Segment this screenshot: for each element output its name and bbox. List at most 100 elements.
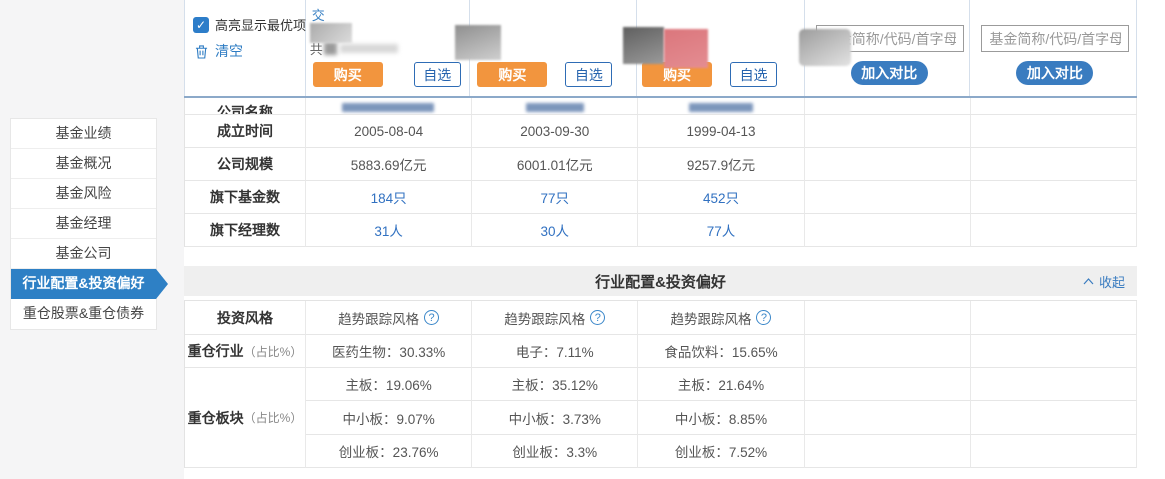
sidebar-item-fund-overview[interactable]: 基金概况: [11, 149, 156, 179]
buy-button[interactable]: 购买: [312, 62, 383, 87]
company-cell: [805, 98, 971, 114]
fund-count-link[interactable]: 77只: [472, 181, 639, 214]
row-label: 成立时间: [185, 115, 306, 148]
row-label: 投资风格: [185, 301, 306, 335]
board-cell: 创业板：7.52%: [638, 435, 805, 468]
board-cell: 中小板：3.73%: [472, 401, 639, 435]
sidebar-item-fund-manager[interactable]: 基金经理: [11, 209, 156, 239]
fund-slot-4: 加入对比: [798, 0, 971, 96]
clear-all-label: 清空: [215, 43, 243, 59]
board-cell: 主板：21.64%: [638, 368, 805, 401]
label-main: 重仓板块: [187, 409, 244, 426]
fund1-name-link[interactable]: 交: [311, 8, 325, 23]
table-cell: [970, 214, 1137, 247]
checkbox-checked-icon[interactable]: ✓: [193, 16, 209, 33]
censored-block: [309, 23, 352, 43]
watchlist-button[interactable]: 自选: [730, 62, 778, 87]
style-value: 趋势跟踪风格: [338, 311, 420, 327]
clear-all-button[interactable]: 清空: [195, 41, 243, 61]
row-label-cell: 公司名称: [185, 98, 306, 114]
manager-count-link[interactable]: 31人: [306, 214, 473, 247]
watchlist-button[interactable]: 自选: [565, 62, 613, 87]
table-cell: [804, 401, 971, 435]
company-name-link[interactable]: [525, 103, 584, 112]
censored-text: [339, 44, 398, 53]
table-cell: [970, 401, 1137, 435]
sidebar-item-fund-company[interactable]: 基金公司: [11, 239, 156, 269]
table-cell: [804, 301, 971, 335]
help-icon[interactable]: ?: [756, 310, 772, 325]
company-cell: [472, 98, 639, 114]
top-industry-cell: 电子：7.11%: [472, 335, 639, 368]
top-industry-cell: 食品饮料：15.65%: [638, 335, 805, 368]
investment-style-cell: 趋势跟踪风格 ?: [306, 301, 473, 335]
table-cell: 6001.01亿元: [472, 148, 639, 181]
board-cell: 中小板：8.85%: [638, 401, 805, 435]
board-cell: 主板：19.06%: [306, 368, 473, 401]
label-main: 重仓行业: [187, 343, 244, 359]
manager-count-link[interactable]: 30人: [472, 214, 639, 247]
trash-icon: [195, 44, 208, 59]
company-cell: [306, 98, 473, 114]
fund-count-link[interactable]: 184只: [306, 181, 473, 214]
header-options-column: ✓ 高亮显示最优项 清空: [185, 0, 306, 96]
highlight-best-label: 高亮显示最优项: [215, 18, 307, 33]
table-cell: [970, 335, 1137, 368]
row-label-merged: 重仓板块 （占比%）: [185, 368, 306, 468]
row-label: 重仓行业 （占比%）: [185, 335, 306, 368]
fund-count-link[interactable]: 452只: [638, 181, 805, 214]
fund-search-input[interactable]: [981, 25, 1130, 52]
highlight-best-checkbox-row[interactable]: ✓ 高亮显示最优项: [193, 15, 306, 34]
table-cell: 2005-08-04: [306, 115, 473, 148]
board-cell: 创业板：23.76%: [306, 435, 473, 468]
help-icon[interactable]: ?: [424, 310, 440, 325]
sidebar-item-industry-allocation[interactable]: 行业配置&投资偏好: [11, 269, 168, 299]
table-cell: [804, 214, 971, 247]
sidebar-item-fund-performance[interactable]: 基金业绩: [11, 119, 156, 149]
censored-block: [455, 25, 502, 60]
table-cell: [970, 368, 1137, 401]
company-cell: [638, 98, 805, 114]
board-cell: 中小板：9.07%: [306, 401, 473, 435]
table-cell: [970, 435, 1137, 468]
table-cell: [804, 368, 971, 401]
table-top-border: [184, 96, 1137, 98]
row-label: 旗下基金数: [185, 181, 306, 214]
label-sub: （占比%）: [243, 344, 303, 359]
table-cell: [804, 181, 971, 214]
company-name-link[interactable]: [688, 103, 753, 112]
add-compare-button[interactable]: 加入对比: [850, 61, 928, 85]
add-compare-button[interactable]: 加入对比: [1016, 61, 1094, 85]
table-cell: [804, 435, 971, 468]
section-header-bar: 行业配置&投资偏好 收起: [184, 266, 1137, 296]
manager-count-link[interactable]: 77人: [638, 214, 805, 247]
buy-button[interactable]: 购买: [477, 62, 548, 87]
fund-slot-5: 加入对比: [970, 0, 1136, 96]
fund-card-1: 交 共 购买 自选: [306, 0, 471, 96]
collapse-section-button[interactable]: 收起: [1083, 266, 1125, 296]
company-info-table: 成立时间 2005-08-04 2003-09-30 1999-04-13 公司…: [184, 115, 1137, 247]
company-name-link[interactable]: [342, 103, 435, 112]
section-title: 行业配置&投资偏好: [595, 273, 726, 291]
help-icon[interactable]: ?: [590, 310, 606, 325]
censored-block: [798, 29, 851, 66]
style-value: 趋势跟踪风格: [670, 311, 752, 327]
table-cell: [804, 115, 971, 148]
fund1-info-text: 共: [310, 39, 398, 58]
watchlist-button[interactable]: 自选: [413, 62, 461, 87]
row-label: 旗下经理数: [185, 214, 306, 247]
table-cell: [970, 181, 1137, 214]
investment-style-cell: 趋势跟踪风格 ?: [472, 301, 639, 335]
sidebar-item-holdings[interactable]: 重仓股票&重仓债券: [11, 299, 156, 329]
chevron-up-icon: [1083, 277, 1094, 284]
top-industry-cell: 医药生物：30.33%: [306, 335, 473, 368]
table-cell: [804, 148, 971, 181]
style-value: 趋势跟踪风格: [504, 311, 586, 327]
table-cell: 2003-09-30: [472, 115, 639, 148]
censored-block-red: [664, 29, 709, 68]
row-label: 公司规模: [185, 148, 306, 181]
fund-card-3: 购买 自选: [623, 0, 805, 96]
table-cell: [804, 335, 971, 368]
sidebar-item-fund-risk[interactable]: 基金风险: [11, 179, 156, 209]
censored-block: [623, 27, 665, 64]
